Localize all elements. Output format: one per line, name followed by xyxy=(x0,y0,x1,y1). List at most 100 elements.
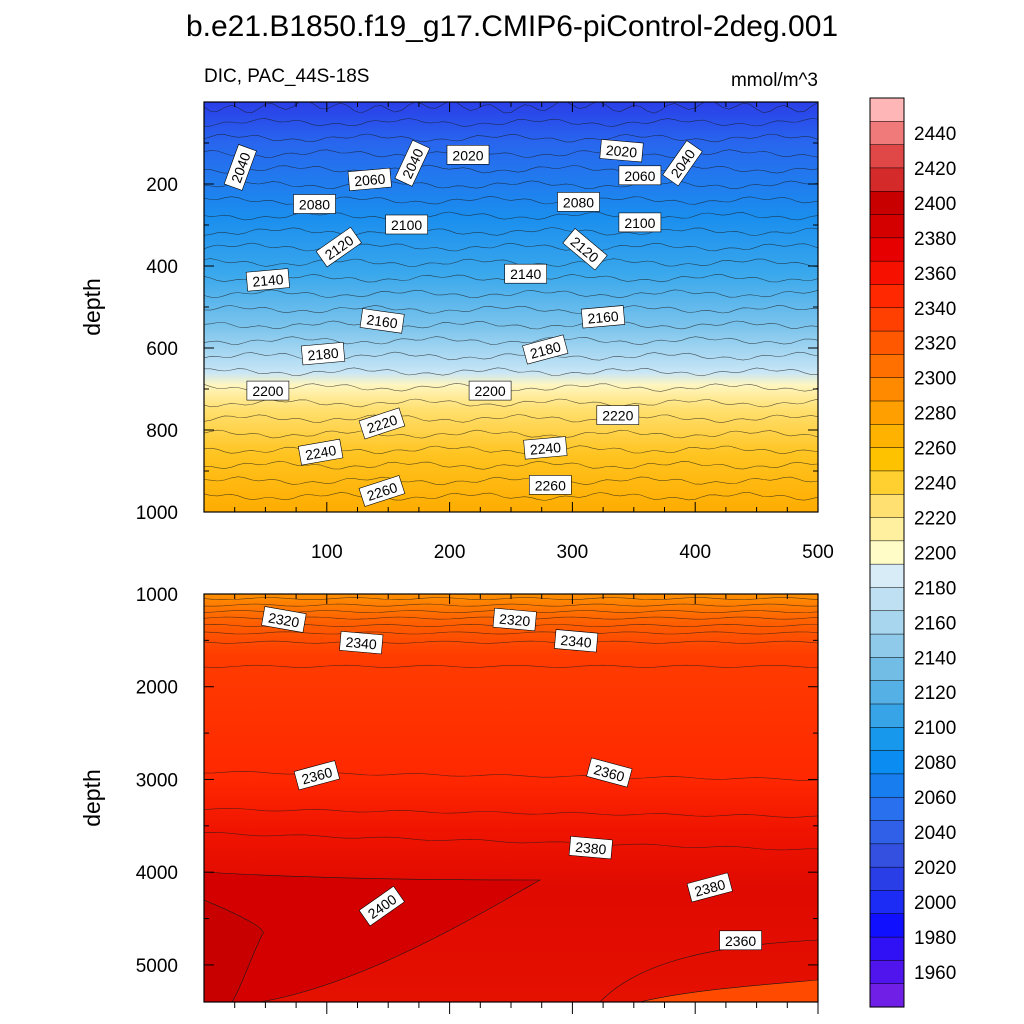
colorbar-label: 2180 xyxy=(914,578,956,599)
upper-ticks: 200 400 600 800 1000 100 200 300 400 500 xyxy=(136,102,834,563)
y-tick-label: 400 xyxy=(146,257,178,278)
upper-contour-lines xyxy=(204,102,818,501)
contour-label-box xyxy=(315,226,362,268)
contour-label: 2100 xyxy=(385,214,428,235)
chart-title: b.e21.B1850.f19_g17.CMIP6-piControl-2deg… xyxy=(186,10,838,43)
contour-label: 2100 xyxy=(618,212,662,233)
contour-label-box xyxy=(492,607,537,632)
contour-label: 2320 xyxy=(261,606,307,633)
contour-line xyxy=(204,180,818,190)
y-tick-label: 800 xyxy=(146,421,178,442)
y-tick-label: 1000 xyxy=(136,585,178,606)
contour-label-box xyxy=(686,872,733,903)
contour-label-text: 2340 xyxy=(345,634,378,653)
colorbar-label: 2280 xyxy=(914,404,956,425)
contour-label-box xyxy=(618,212,662,233)
contour-label-box xyxy=(246,380,290,401)
colorbar-box xyxy=(869,237,905,262)
colorbar-box xyxy=(869,470,905,495)
colorbar-label: 2440 xyxy=(914,124,956,145)
contour-label-box xyxy=(359,308,405,334)
x-tick-label: 400 xyxy=(679,542,711,563)
contour-label-text: 2320 xyxy=(267,609,301,630)
contour-label-box xyxy=(557,192,600,212)
x-tick-label: 100 xyxy=(311,542,343,563)
colorbar-box xyxy=(869,750,905,775)
y-tick-label: 200 xyxy=(146,175,178,196)
colorbar-box xyxy=(869,400,905,425)
contour-label: 2160 xyxy=(359,308,405,334)
contour-label: 2020 xyxy=(599,139,644,163)
x-tick-label: 200 xyxy=(434,542,466,563)
colorbar-box xyxy=(869,167,905,192)
contour-label: 2360 xyxy=(293,760,340,791)
contour-label-text: 2360 xyxy=(725,933,756,949)
colorbar-label: 2320 xyxy=(914,334,956,355)
contour-label-text: 2340 xyxy=(560,632,593,651)
lower-ticks: 1000 2000 3000 4000 5000 xyxy=(136,585,819,1014)
colorbar-label: 2040 xyxy=(914,823,956,844)
subtitle-right: mmol/m^3 xyxy=(731,70,818,91)
contour-line xyxy=(204,102,818,114)
upper-plot-area xyxy=(204,102,818,512)
contour-label-box xyxy=(293,194,336,214)
contour-line xyxy=(204,832,818,851)
colorbar-box xyxy=(869,424,905,449)
contour-label-text: 2060 xyxy=(624,168,655,184)
contour-label: 2340 xyxy=(554,629,599,653)
contour-label-text: 2160 xyxy=(587,308,620,327)
contour-line xyxy=(204,398,818,408)
contour-line xyxy=(204,492,818,501)
y-tick-label: 3000 xyxy=(136,770,178,791)
colorbar-frame xyxy=(869,97,905,1008)
contour-label: 2160 xyxy=(580,305,626,329)
contour-label: 2260 xyxy=(528,475,572,495)
contour-label: 2060 xyxy=(618,165,662,186)
contour-label: 2140 xyxy=(245,268,290,292)
colorbar-box xyxy=(869,260,905,286)
contour-label-box xyxy=(568,835,613,860)
contour-line xyxy=(204,164,818,174)
contour-label-box xyxy=(580,305,626,329)
contour-label-box xyxy=(385,214,428,235)
contour-line xyxy=(204,227,818,236)
colorbar-box xyxy=(869,657,905,682)
upper-field xyxy=(204,102,818,512)
contour-label-box xyxy=(446,145,490,165)
contour-label-text: 2240 xyxy=(529,439,562,458)
contour-label-text: 2220 xyxy=(602,408,633,424)
contour-line xyxy=(204,320,818,330)
contour-label-text: 2140 xyxy=(510,266,541,282)
contour-line xyxy=(204,289,818,299)
lower-ylabel: depth xyxy=(79,769,105,827)
colorbar-label: 2420 xyxy=(914,159,956,180)
colorbar-box xyxy=(869,493,905,519)
colorbar-box xyxy=(869,610,905,635)
y-tick-label: 600 xyxy=(146,339,178,360)
colorbar-label: 2200 xyxy=(914,543,956,564)
colorbar-label: 1980 xyxy=(914,928,956,949)
colorbar-label: 2120 xyxy=(914,683,956,704)
colorbar-label: 2300 xyxy=(914,369,956,390)
contour-label-text: 2020 xyxy=(605,142,638,161)
contour-label-text: 2200 xyxy=(475,383,506,399)
contour-label-text: 2060 xyxy=(354,171,387,190)
contour-line xyxy=(204,367,818,377)
colorbar-label: 2240 xyxy=(914,474,956,495)
contour-line xyxy=(204,133,818,143)
contour-label-box xyxy=(261,606,307,633)
contour-label-text: 2080 xyxy=(563,194,594,210)
colorbar-box xyxy=(869,190,905,216)
contour-label: 2340 xyxy=(339,630,384,655)
contour-label-text: 2380 xyxy=(693,876,727,900)
colorbar-box xyxy=(869,773,905,798)
colorbar-box xyxy=(869,820,905,845)
upper-ylabel: depth xyxy=(79,278,105,336)
contour-line xyxy=(204,476,818,486)
colorbar-box xyxy=(869,563,905,589)
contour-label: 2200 xyxy=(246,380,290,401)
colorbar-box xyxy=(869,144,905,169)
contour-label-box xyxy=(599,139,644,163)
